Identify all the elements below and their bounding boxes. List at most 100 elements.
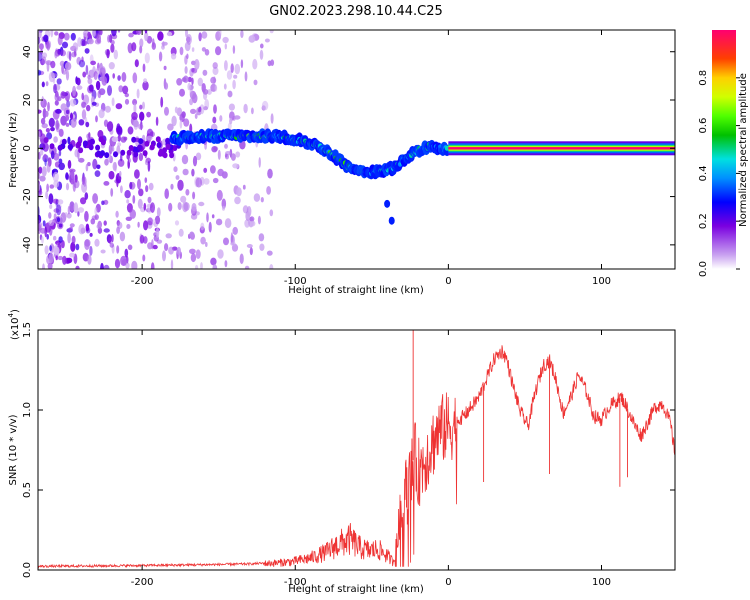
noise-blob <box>147 196 152 204</box>
noise-blob <box>212 264 218 269</box>
snr-scale-exponent: 4 <box>7 312 15 317</box>
noise-blob <box>211 146 218 153</box>
noise-blob <box>55 108 62 114</box>
snr-series-line <box>38 345 675 569</box>
noise-blob <box>142 254 146 262</box>
colorbar-ticks: 0.0 0.2 0.4 0.6 0.8 <box>698 70 740 277</box>
noise-blob <box>38 51 43 62</box>
noise-blob <box>191 67 195 73</box>
noise-blob <box>232 79 236 90</box>
noise-blob <box>266 186 271 195</box>
noise-blob <box>42 108 47 119</box>
noise-blob <box>78 223 85 235</box>
noise-blob <box>82 71 87 78</box>
noise-blob <box>202 88 209 95</box>
noise-blob <box>50 150 55 160</box>
noise-blob <box>186 34 192 45</box>
noise-blob <box>70 241 76 252</box>
noise-blob <box>267 168 273 179</box>
noise-blob <box>142 101 145 110</box>
noise-blob <box>84 192 89 200</box>
noise-blob <box>128 145 134 151</box>
noise-blob <box>246 244 253 248</box>
noise-blob <box>250 220 256 227</box>
noise-blob <box>38 130 41 140</box>
noise-blob <box>232 45 236 54</box>
snr-y-label: SNR (10 * v/v) <box>8 414 19 485</box>
noise-blob <box>198 201 205 207</box>
figure-title: GN02.2023.298.10.44.C25 <box>269 4 443 19</box>
noise-blob <box>183 118 190 127</box>
noise-blob <box>179 88 185 97</box>
noise-blob <box>127 126 134 135</box>
noise-blob <box>222 36 229 44</box>
noise-blob <box>179 119 183 129</box>
noise-blob <box>234 196 241 205</box>
ridge-point <box>444 145 450 151</box>
noise-blob <box>160 96 164 108</box>
noise-blob <box>50 30 54 38</box>
noise-blob <box>61 41 69 49</box>
noise-blob <box>77 207 85 213</box>
noise-blob <box>152 219 156 226</box>
noise-blob <box>230 232 234 243</box>
noise-blob <box>203 106 209 111</box>
noise-blob <box>88 144 94 151</box>
noise-blob <box>77 210 80 217</box>
noise-blob <box>227 90 233 98</box>
noise-blob <box>230 241 236 246</box>
noise-blob <box>223 83 227 90</box>
noise-blob <box>80 197 87 205</box>
noise-blob <box>48 220 55 226</box>
noise-blob <box>56 217 61 223</box>
noise-blob <box>165 233 172 239</box>
noise-blob <box>243 103 248 114</box>
y-tick-label: -40 <box>22 237 33 253</box>
noise-blob <box>244 265 250 269</box>
noise-blob <box>147 160 151 172</box>
noise-blob <box>96 224 102 230</box>
noise-blob <box>164 188 169 199</box>
noise-blob <box>107 85 112 96</box>
noise-blob <box>181 154 189 165</box>
noise-blob <box>112 161 117 171</box>
noise-blob <box>206 212 209 223</box>
noise-blob <box>66 100 71 108</box>
noise-blob <box>103 119 109 127</box>
noise-blob <box>210 257 217 266</box>
noise-blob <box>219 115 223 122</box>
noise-blob <box>198 32 202 42</box>
noise-blob <box>137 198 143 209</box>
noise-blob <box>113 49 119 60</box>
noise-blob <box>116 245 120 254</box>
noise-blob <box>65 182 70 191</box>
noise-blob <box>54 92 60 102</box>
noise-blob <box>136 88 140 99</box>
noise-blob <box>64 212 68 218</box>
noise-blob <box>248 35 256 43</box>
noise-blob <box>50 60 56 69</box>
noise-blob <box>90 218 96 225</box>
noise-blob <box>187 82 191 91</box>
noise-blob <box>61 138 67 145</box>
noise-blob <box>48 117 55 128</box>
noise-blob <box>154 215 161 225</box>
colorbar-tick-label: 0.4 <box>698 165 709 181</box>
noise-blob <box>53 153 60 161</box>
noise-blob <box>120 185 123 194</box>
noise-blob <box>87 254 92 265</box>
noise-blob <box>48 225 53 236</box>
noise-blob <box>108 144 113 155</box>
noise-blob <box>137 221 140 228</box>
noise-blob <box>98 109 105 119</box>
noise-blob <box>124 93 129 98</box>
y-tick-label: 20 <box>22 94 33 107</box>
snr-chart: -200 -100 0 100 0.0 0.5 1.0 1.5 Height of strai… <box>7 309 676 595</box>
spectrogram-marks <box>38 30 675 269</box>
noise-blob <box>245 210 250 222</box>
noise-blob <box>74 149 79 158</box>
noise-blob <box>85 64 89 76</box>
noise-blob <box>205 242 208 247</box>
noise-blob <box>194 113 198 119</box>
noise-blob <box>91 101 97 106</box>
